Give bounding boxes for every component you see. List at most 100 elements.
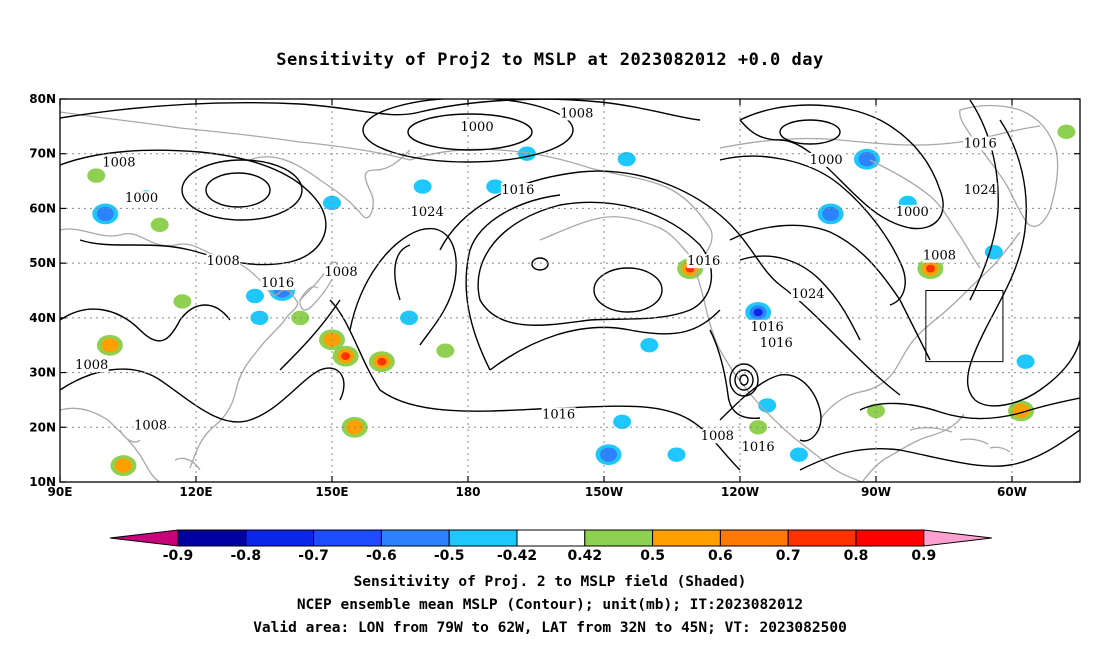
contour-1016-pacific	[465, 194, 721, 371]
contour-label: 1008	[102, 156, 135, 171]
contour-label: 1016	[261, 276, 294, 291]
shaded-blob	[150, 217, 169, 233]
shaded-blob-core	[101, 338, 119, 353]
contour-low-mexico-2	[734, 369, 754, 391]
contour-label-bg	[324, 265, 359, 280]
shaded-blob	[245, 288, 264, 304]
colorbar-label: -0.7	[298, 548, 329, 564]
contour-label-bg	[700, 429, 735, 444]
contour-1008-central	[349, 227, 457, 346]
contour-low-siberia-inner	[205, 172, 271, 208]
shaded-blob	[789, 447, 808, 462]
valid-area-box	[925, 290, 1004, 363]
contour-1008-north	[60, 99, 701, 121]
coastline-caribbean	[909, 427, 1011, 453]
colorbar-label: -0.8	[230, 548, 261, 564]
lat-tick-label: 50N	[29, 256, 56, 270]
colorbar-label: -0.9	[163, 548, 194, 564]
contour-label: 1008	[75, 358, 108, 373]
contour-1016-subtropic	[279, 299, 741, 471]
contour-label: 1000	[125, 191, 158, 206]
contour-label-bg	[895, 204, 930, 219]
mslp-contour-layer	[60, 99, 1080, 471]
contour-label-bg	[741, 440, 776, 455]
shaded-blob	[749, 420, 768, 435]
contour-label-bg	[963, 183, 998, 198]
shaded-blob	[640, 338, 659, 353]
lat-tick-label: 60N	[29, 201, 56, 215]
coastline-layer	[60, 104, 1059, 482]
colorbar-segment	[719, 529, 789, 547]
axis-tick-layer: 90E 120E 150E 180 150W 120W 90W 60W 10N 20N 30N 40N…	[29, 92, 1080, 499]
shaded-blob	[436, 343, 455, 358]
colorbar-segment	[313, 529, 382, 547]
shaded-blob-peak	[341, 352, 351, 361]
colorbar-label: -0.6	[366, 548, 397, 564]
map-frame	[59, 98, 1081, 483]
shaded-blob-core	[115, 458, 132, 473]
shaded-blob-peak	[925, 264, 935, 273]
shaded-blob	[173, 294, 192, 309]
colorbar-segment	[177, 529, 247, 547]
lon-tick-label: 180	[455, 485, 480, 499]
caption-line-3: Valid area: LON from 79W to 62W, LAT fro…	[253, 620, 847, 636]
contour-label-bg	[922, 248, 957, 263]
contour-label: 1024	[411, 205, 444, 220]
contour-label: 1016	[542, 407, 575, 422]
lat-tick-label: 80N	[29, 92, 56, 106]
contour-label: 1024	[964, 183, 997, 198]
contour-label: 1000	[896, 205, 929, 220]
contour-label-bg	[759, 336, 794, 351]
lon-tick-label: 120E	[179, 485, 212, 499]
shaded-blob	[613, 414, 632, 430]
coastline-na-east	[819, 231, 1021, 482]
contour-label-bg	[963, 136, 998, 151]
lon-tick-label: 120W	[721, 485, 759, 499]
caption-line-1: Sensitivity of Proj. 2 to MSLP field (Sh…	[353, 574, 747, 590]
contour-label-bg	[500, 183, 535, 198]
lat-tick-label: 20N	[29, 420, 56, 434]
contour-label-bg	[791, 286, 825, 301]
lat-tick-label: 70N	[29, 147, 56, 161]
contour-1008-west	[60, 149, 327, 266]
contour-label: 1008	[560, 106, 593, 121]
colorbar-segment	[652, 529, 721, 547]
contour-1016-mexico	[719, 374, 1080, 442]
contour-label: 1016	[964, 137, 997, 152]
lon-tick-label: 60W	[997, 485, 1027, 499]
contour-low-siberia	[181, 159, 303, 221]
contour-label-layer: 1000 1008 1008 1000 1016 1024 1000 1016 1024 1000…	[74, 106, 998, 455]
colorbar-label: 0.42	[568, 548, 603, 564]
contour-low-aleutian	[362, 99, 574, 163]
colorbar-segment	[584, 529, 654, 547]
shaded-sensitivity-layer	[87, 124, 1076, 476]
shaded-blob	[1016, 354, 1035, 369]
colorbar: -0.9 -0.8 -0.7 -0.6 -0.5 -0.42 0.42 0.5 0.6 0.7 0.…	[109, 529, 992, 564]
shaded-blob-core	[858, 152, 876, 167]
contour-low-mexico-3	[739, 374, 749, 386]
colorbar-label: 0.7	[776, 548, 801, 564]
contour-label-bg	[559, 106, 594, 121]
contour-1008-south	[60, 367, 345, 423]
chart-title: Sensitivity of Proj2 to MSLP at 20230820…	[276, 50, 824, 70]
colorbar-max-triangle	[923, 529, 992, 547]
contour-1008-canada	[719, 155, 906, 306]
contour-1008-southwest	[60, 304, 231, 342]
coastline-na-west	[689, 255, 863, 482]
contour-label: 1024	[791, 287, 824, 302]
shaded-blob	[486, 179, 505, 194]
contour-label-bg	[541, 407, 576, 422]
shaded-blob-core	[600, 447, 617, 462]
contour-1024-inner	[593, 267, 663, 313]
shaded-blob	[984, 245, 1003, 260]
coastline-kamchatka	[249, 149, 411, 219]
coastline-siberia	[60, 111, 411, 161]
contour-label: 1008	[207, 254, 240, 269]
contour-label-bg	[260, 276, 295, 291]
contour-label: 1016	[501, 183, 534, 198]
contour-label: 1000	[461, 120, 494, 135]
shaded-blob-peak	[753, 308, 763, 317]
colorbar-label: 0.5	[640, 548, 665, 564]
contour-label: 1016	[742, 440, 775, 455]
lat-tick-label: 40N	[29, 311, 56, 325]
